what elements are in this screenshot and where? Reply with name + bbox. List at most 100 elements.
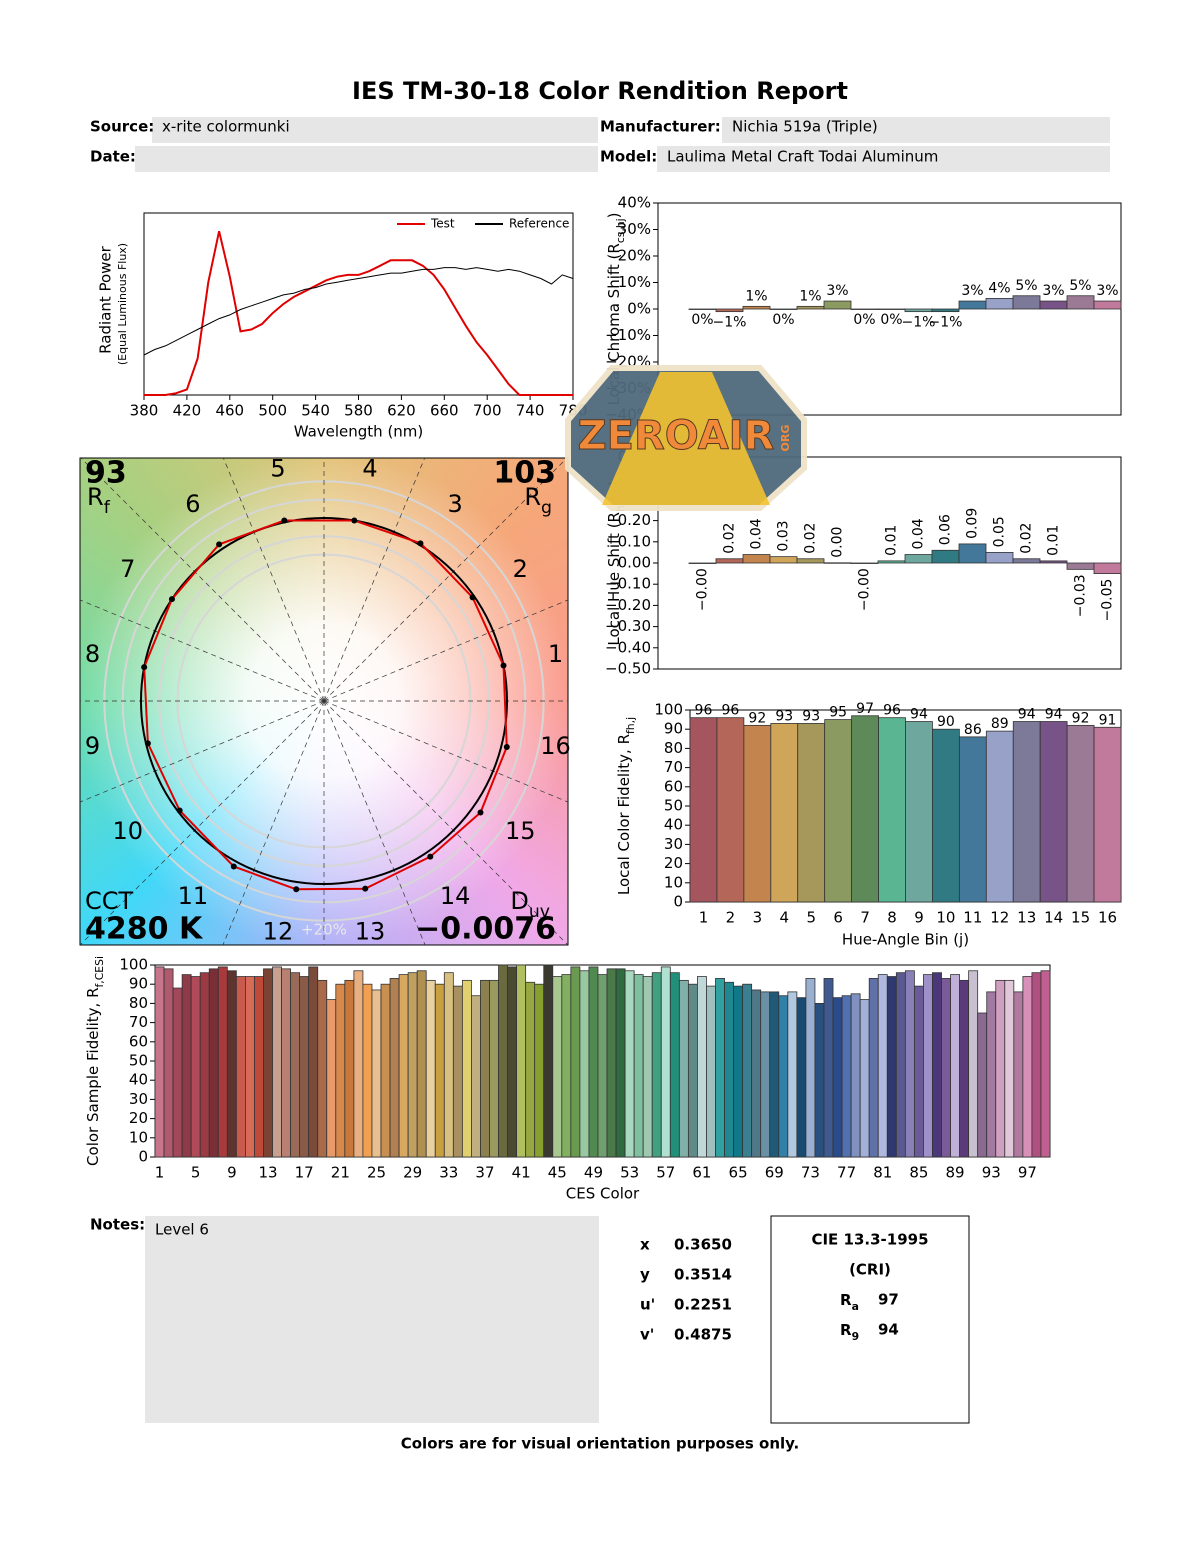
notes-box: [145, 1216, 599, 1423]
bar: [317, 979, 328, 1158]
x-tick-label: 660: [430, 402, 459, 420]
cct-value: 4280 K: [85, 912, 204, 947]
bar: [525, 981, 536, 1158]
y-tick-label: 50: [129, 1052, 148, 1070]
value-label: 94: [1018, 707, 1036, 723]
x-tick-label: 620: [387, 402, 416, 420]
bar: [823, 300, 852, 310]
x-tick-label: 11: [963, 909, 982, 927]
chromaticity-label: y: [640, 1266, 650, 1284]
bar: [823, 978, 834, 1158]
bin-label: 2: [513, 555, 528, 583]
rf-label-part: R: [87, 483, 104, 511]
bar: [407, 972, 418, 1158]
x-tick-label: 53: [620, 1164, 639, 1182]
bar: [743, 724, 772, 903]
value-label: 0.04: [749, 518, 765, 549]
bar: [1093, 562, 1122, 575]
bar: [642, 976, 653, 1158]
y-tick-label: 0.00: [618, 554, 651, 572]
field-label: Model:: [600, 148, 657, 166]
value-label: 96: [695, 703, 713, 719]
bar: [669, 972, 680, 1158]
bin-label: 16: [540, 732, 571, 760]
value-label: 92: [1072, 710, 1090, 726]
value-label: 96: [721, 703, 739, 719]
value-label: −1%: [713, 315, 747, 331]
y-axis-label: Local Chroma Shift (Rcs,hj): [605, 212, 627, 405]
value-label: 86: [964, 722, 982, 738]
x-tick-label: 65: [729, 1164, 748, 1182]
value-label: −0.03: [1073, 574, 1089, 617]
rg-value: 103: [493, 456, 556, 491]
bar: [371, 989, 382, 1158]
bin-label: 15: [505, 817, 536, 845]
bar: [190, 976, 201, 1158]
bar: [769, 556, 798, 564]
bar: [651, 972, 662, 1158]
bar: [985, 297, 1014, 310]
chromaticity-value: 0.3514: [674, 1266, 732, 1284]
test-vertex: [176, 807, 183, 814]
bin-label: 14: [440, 882, 471, 910]
bar: [425, 979, 436, 1158]
bar: [742, 305, 771, 310]
bar: [678, 979, 689, 1158]
field-box: [722, 117, 1110, 143]
x-tick-label: 540: [301, 402, 330, 420]
y-axis-note: (Equal Luminous Flux): [116, 243, 129, 365]
bar: [660, 966, 671, 1158]
bar: [958, 736, 987, 903]
bar: [742, 983, 753, 1158]
value-label: 0.02: [722, 523, 738, 554]
notes-text: Level 6: [155, 1221, 209, 1239]
bar: [543, 964, 554, 1158]
test-vertex: [417, 540, 424, 547]
bar: [985, 730, 1014, 903]
bar: [796, 305, 825, 310]
bar: [1066, 295, 1095, 310]
duv-value: −0.0076: [415, 912, 556, 947]
value-label: 0.02: [803, 523, 819, 554]
y-tick-label: 40%: [618, 194, 651, 212]
bin-label: 1: [548, 640, 563, 668]
y-axis-label: Color Sample Fidelity, Rf,CESi: [84, 956, 106, 1166]
chromaticity-label: x: [640, 1236, 650, 1254]
bar: [923, 974, 933, 1158]
bar: [904, 308, 933, 313]
bar: [154, 966, 165, 1158]
rg-label: Rg: [524, 483, 552, 518]
ring-label: +20%: [301, 921, 347, 939]
x-tick-label: 1: [155, 1164, 165, 1182]
bar: [751, 989, 762, 1158]
bar: [850, 993, 861, 1158]
bar: [561, 974, 572, 1158]
bar: [715, 558, 744, 564]
y-tick-label: 0: [673, 893, 683, 911]
bar: [226, 970, 237, 1158]
y-tick-label: 80: [129, 994, 148, 1012]
bar: [706, 985, 716, 1158]
bar: [208, 968, 219, 1158]
bar: [931, 308, 960, 313]
bar: [688, 308, 717, 310]
x-tick-label: 25: [367, 1164, 386, 1182]
report-title: IES TM-30-18 Color Rendition Report: [352, 77, 848, 105]
value-label: 0.06: [938, 514, 954, 545]
bar: [579, 970, 590, 1158]
bin-boundary: [323, 700, 568, 945]
y-tick-label: 90: [664, 720, 683, 738]
value-label: 0%: [772, 312, 794, 328]
x-tick-label: 6: [833, 909, 843, 927]
value-label: 0.04: [911, 518, 927, 549]
bar: [716, 717, 745, 903]
x-axis-label: Wavelength (nm): [294, 423, 424, 441]
x-tick-label: 5: [806, 909, 816, 927]
bar: [254, 976, 264, 1158]
value-label: 0%: [853, 312, 875, 328]
bar: [534, 983, 545, 1158]
value-label: 3%: [1096, 283, 1118, 299]
test-vertex: [168, 596, 175, 603]
y-tick-label: 20: [664, 854, 683, 872]
